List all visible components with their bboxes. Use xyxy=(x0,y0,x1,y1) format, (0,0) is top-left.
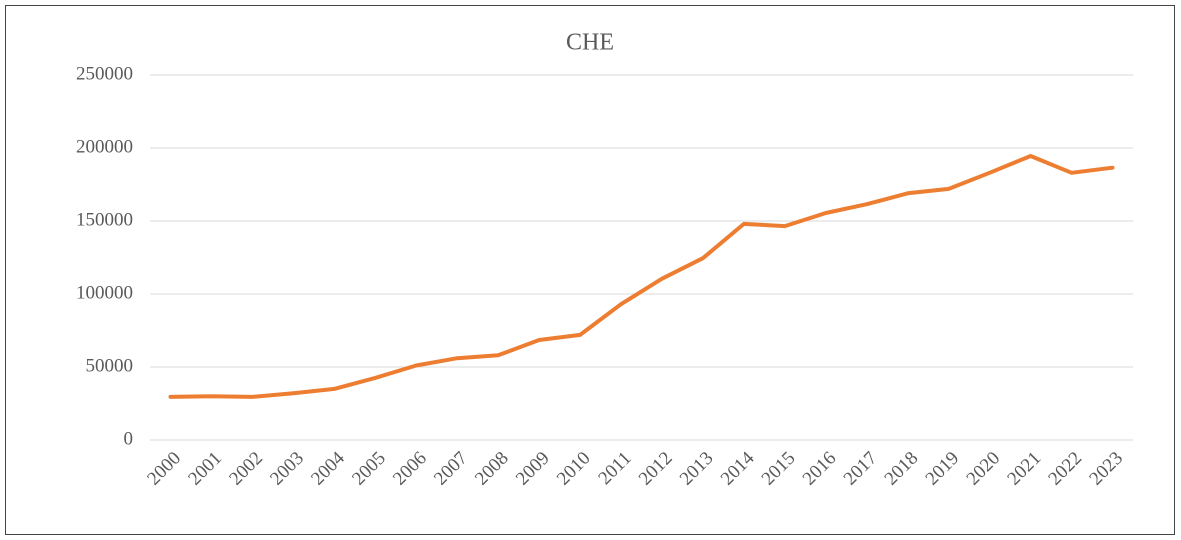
y-tick-label: 50000 xyxy=(86,355,134,376)
y-tick-label: 250000 xyxy=(76,63,133,84)
series-line xyxy=(168,154,1115,399)
y-tick-label: 200000 xyxy=(76,136,133,157)
y-tick-label: 150000 xyxy=(76,209,133,230)
chart-title: CHE xyxy=(566,30,614,56)
y-tick-label: 0 xyxy=(124,428,134,449)
chart-frame xyxy=(5,5,1175,535)
y-tick-label: 100000 xyxy=(76,282,133,303)
